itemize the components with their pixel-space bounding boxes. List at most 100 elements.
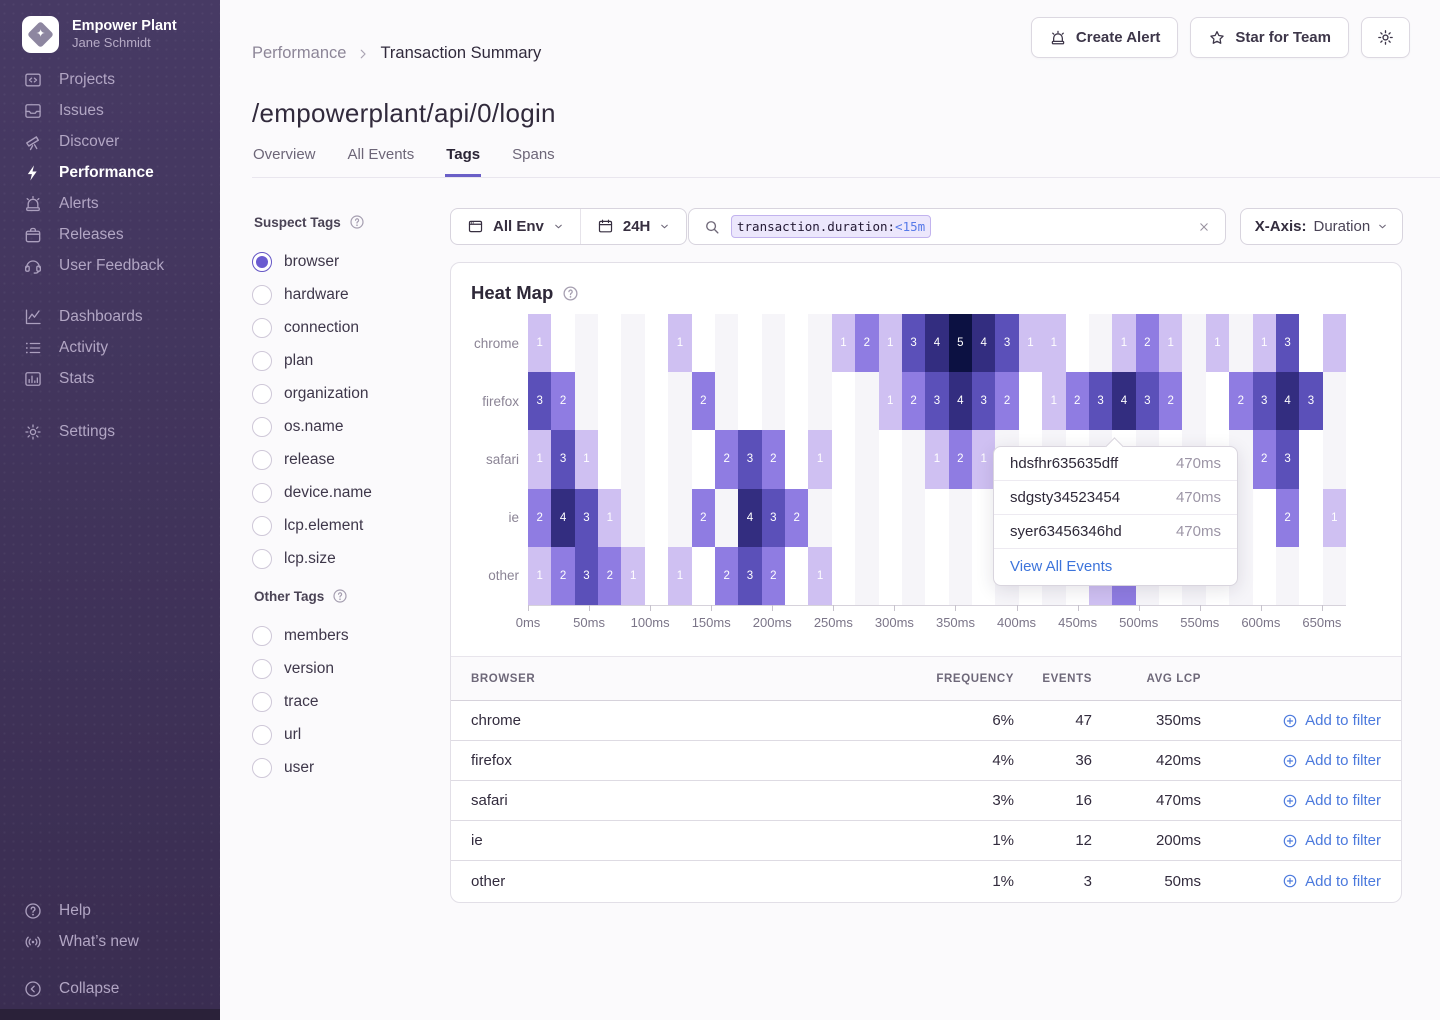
heatmap-cell-ie-1[interactable]: 4	[551, 488, 575, 547]
add-to-filter-button[interactable]: Add to filter	[1201, 832, 1381, 849]
time-range-dropdown[interactable]: 24H	[579, 209, 687, 244]
heatmap-cell-chrome-26[interactable]: 2	[1135, 314, 1160, 373]
heatmap-cell-firefox-25[interactable]: 4	[1112, 372, 1136, 431]
add-to-filter-button[interactable]: Add to filter	[1201, 792, 1381, 809]
heatmap-cell-firefox-27[interactable]: 2	[1159, 372, 1183, 431]
xaxis-dropdown[interactable]: X-Axis: Duration	[1240, 208, 1403, 245]
heatmap-cell-chrome-27[interactable]: 1	[1159, 314, 1183, 373]
radio-option-device-name[interactable]: device.name	[252, 483, 442, 503]
close-icon[interactable]	[1197, 220, 1211, 234]
org-header[interactable]: ✦ Empower Plant Jane Schmidt	[0, 0, 220, 53]
radio-button[interactable]	[252, 384, 272, 404]
radio-option-version[interactable]: version	[252, 659, 442, 679]
tooltip-event-row[interactable]: sdgsty34523454 470ms	[994, 481, 1237, 515]
heatmap-cell-safari-17[interactable]: 1	[925, 430, 949, 489]
radio-button[interactable]	[252, 285, 272, 305]
heatmap-cell-chrome-16[interactable]: 3	[901, 314, 926, 373]
radio-option-user[interactable]: user	[252, 758, 442, 778]
radio-option-organization[interactable]: organization	[252, 384, 442, 404]
heatmap-cell-firefox-30[interactable]: 2	[1229, 372, 1253, 431]
heatmap-cell-chrome-19[interactable]: 4	[972, 314, 996, 373]
radio-option-members[interactable]: members	[252, 626, 442, 646]
heatmap-cell-chrome-34[interactable]	[1322, 314, 1346, 373]
heatmap-cell-firefox-15[interactable]: 1	[878, 372, 902, 431]
heatmap-cell-other-8[interactable]: 2	[714, 546, 739, 605]
heatmap-cell-chrome-6[interactable]: 1	[668, 314, 692, 373]
sidebar-item-user-feedback[interactable]: User Feedback	[0, 250, 220, 281]
heatmap-cell-safari-1[interactable]: 3	[551, 430, 575, 489]
heatmap-cell-chrome-0[interactable]: 1	[528, 314, 552, 373]
heatmap-cell-safari-10[interactable]: 2	[761, 430, 786, 489]
heatmap-cell-other-10[interactable]: 2	[761, 546, 786, 605]
add-to-filter-button[interactable]: Add to filter	[1201, 873, 1381, 890]
heatmap-cell-ie-0[interactable]: 2	[528, 488, 552, 547]
add-to-filter-button[interactable]: Add to filter	[1201, 712, 1381, 729]
heatmap-cell-ie-10[interactable]: 3	[761, 488, 786, 547]
heatmap-cell-firefox-18[interactable]: 4	[948, 372, 973, 431]
heatmap-cell-chrome-18[interactable]: 5	[948, 314, 973, 373]
heatmap-cell-safari-19[interactable]: 1	[972, 430, 996, 489]
tab-tags[interactable]: Tags	[445, 146, 482, 177]
radio-option-connection[interactable]: connection	[252, 318, 442, 338]
sidebar-item-help[interactable]: Help	[0, 895, 220, 926]
sidebar-item-alerts[interactable]: Alerts	[0, 188, 220, 219]
search-input[interactable]: transaction.duration:<15m	[688, 208, 1226, 245]
search-token[interactable]: transaction.duration:<15m	[731, 215, 932, 238]
tab-overview[interactable]: Overview	[253, 146, 316, 163]
sidebar-item-settings[interactable]: Settings	[0, 416, 220, 447]
heatmap-cell-firefox-22[interactable]: 1	[1042, 372, 1066, 431]
sidebar-item-activity[interactable]: Activity	[0, 332, 220, 363]
sidebar-item-discover[interactable]: Discover	[0, 126, 220, 157]
heatmap-cell-chrome-29[interactable]: 1	[1205, 314, 1230, 373]
heatmap-cell-safari-32[interactable]: 3	[1275, 430, 1300, 489]
heatmap-cell-firefox-24[interactable]: 3	[1088, 372, 1113, 431]
radio-button[interactable]	[252, 450, 272, 470]
radio-button[interactable]	[252, 252, 272, 272]
sidebar-item-collapse[interactable]: Collapse	[0, 973, 220, 1004]
view-all-events-link[interactable]: View All Events	[1010, 558, 1113, 575]
question-circle-icon[interactable]	[349, 214, 365, 230]
heatmap-cell-firefox-19[interactable]: 3	[972, 372, 996, 431]
radio-button[interactable]	[252, 725, 272, 745]
heatmap-cell-other-3[interactable]: 2	[598, 546, 622, 605]
heatmap-cell-safari-9[interactable]: 3	[738, 430, 762, 489]
tooltip-event-row[interactable]: hdsfhr635635dff 470ms	[994, 447, 1237, 481]
radio-option-url[interactable]: url	[252, 725, 442, 745]
add-to-filter-button[interactable]: Add to filter	[1201, 752, 1381, 769]
sidebar-item-issues[interactable]: Issues	[0, 95, 220, 126]
heatmap-cell-ie-34[interactable]: 1	[1322, 488, 1346, 547]
heatmap-cell-safari-2[interactable]: 1	[574, 430, 599, 489]
heatmap-cell-safari-12[interactable]: 1	[808, 430, 832, 489]
heatmap-cell-firefox-33[interactable]: 3	[1299, 372, 1323, 431]
heatmap-cell-firefox-16[interactable]: 2	[901, 372, 926, 431]
radio-button[interactable]	[252, 318, 272, 338]
heatmap-cell-safari-18[interactable]: 2	[948, 430, 973, 489]
heatmap-cell-ie-32[interactable]: 2	[1275, 488, 1300, 547]
heatmap-cell-firefox-26[interactable]: 3	[1135, 372, 1160, 431]
radio-button[interactable]	[252, 483, 272, 503]
heatmap-cell-chrome-25[interactable]: 1	[1112, 314, 1136, 373]
heatmap-cell-safari-31[interactable]: 2	[1252, 430, 1276, 489]
heatmap-cell-ie-3[interactable]: 1	[598, 488, 622, 547]
heatmap-cell-ie-2[interactable]: 3	[574, 488, 599, 547]
question-circle-icon[interactable]	[562, 285, 579, 302]
sidebar-item-projects[interactable]: Projects	[0, 64, 220, 95]
heatmap-cell-chrome-21[interactable]: 1	[1018, 314, 1043, 373]
heatmap-cell-other-2[interactable]: 3	[574, 546, 599, 605]
tooltip-event-row[interactable]: syer63456346hd 470ms	[994, 515, 1237, 549]
radio-option-os-name[interactable]: os.name	[252, 417, 442, 437]
settings-gear-button[interactable]	[1361, 17, 1410, 58]
heatmap-cell-chrome-31[interactable]: 1	[1252, 314, 1276, 373]
sidebar-item-dashboards[interactable]: Dashboards	[0, 301, 220, 332]
radio-button[interactable]	[252, 692, 272, 712]
heatmap-cell-safari-8[interactable]: 2	[714, 430, 739, 489]
sidebar-item-performance[interactable]: Performance	[0, 157, 220, 188]
heatmap-cell-safari-0[interactable]: 1	[528, 430, 552, 489]
sidebar-item-what-s-new[interactable]: What’s new	[0, 926, 220, 957]
radio-option-release[interactable]: release	[252, 450, 442, 470]
heatmap-cell-other-4[interactable]: 1	[621, 546, 645, 605]
radio-option-plan[interactable]: plan	[252, 351, 442, 371]
environment-dropdown[interactable]: All Env	[451, 209, 580, 244]
heatmap-cell-chrome-14[interactable]: 2	[855, 314, 879, 373]
heatmap-cell-firefox-31[interactable]: 3	[1252, 372, 1276, 431]
